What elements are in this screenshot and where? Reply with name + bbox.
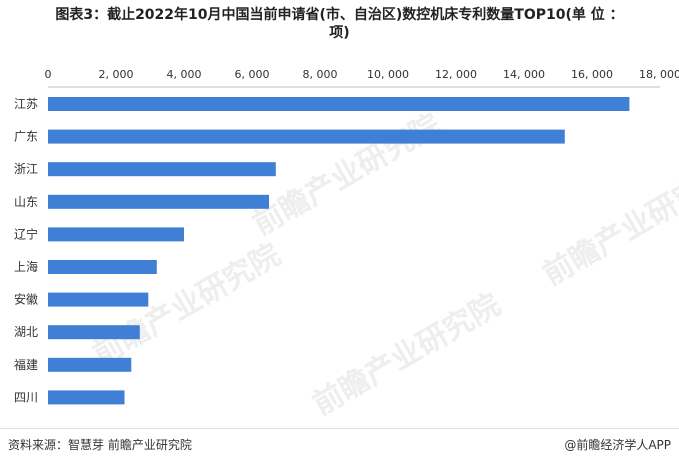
x-tick-label: 4, 000 [167, 68, 202, 81]
category-label: 广东 [14, 130, 38, 144]
category-label: 福建 [14, 357, 38, 372]
footer: 资料来源：智慧芽 前瞻产业研究院 @前瞻经济学人APP [0, 428, 679, 462]
brand-note: @前瞻经济学人APP [564, 438, 671, 452]
x-tick-label: 2, 000 [99, 68, 134, 81]
category-label: 湖北 [14, 324, 38, 339]
chart-title-line2: 项) [329, 25, 350, 41]
x-tick-label: 12, 000 [435, 68, 477, 81]
category-label: 江苏 [14, 97, 38, 111]
chart-title: 图表3：截止2022年10月中国当前申请省(市、自治区)数控机床专利数量TOP1… [0, 6, 679, 42]
category-label: 四川 [14, 390, 38, 404]
bar [48, 97, 630, 111]
x-tick-label: 14, 000 [503, 68, 545, 81]
category-label: 安徽 [14, 292, 38, 307]
bar [48, 162, 276, 177]
bar [48, 390, 125, 405]
bar [48, 129, 565, 144]
x-tick-label: 6, 000 [235, 68, 270, 81]
bar [48, 357, 132, 372]
chart-title-line1: 图表3：截止2022年10月中国当前申请省(市、自治区)数控机床专利数量TOP1… [55, 7, 624, 23]
bar [48, 227, 184, 242]
bar [48, 194, 269, 209]
x-tick-label: 0 [45, 68, 52, 81]
bar [48, 292, 149, 307]
source-note: 资料来源：智慧芽 前瞻产业研究院 [8, 438, 192, 452]
x-tick-label: 10, 000 [367, 68, 409, 81]
category-label: 浙江 [14, 162, 38, 176]
bar-chart: 0 2, 000 4, 000 6, 000 8, 000 10, 000 12, 000 1… [14, 68, 679, 405]
bar [48, 325, 140, 340]
category-label: 辽宁 [14, 226, 38, 241]
category-label: 上海 [14, 259, 38, 274]
x-tick-label: 16, 000 [571, 68, 613, 81]
x-tick-label: 18, 000 [639, 68, 679, 81]
bar [48, 260, 157, 274]
category-label: 山东 [14, 195, 38, 209]
x-tick-label: 8, 000 [303, 68, 338, 81]
